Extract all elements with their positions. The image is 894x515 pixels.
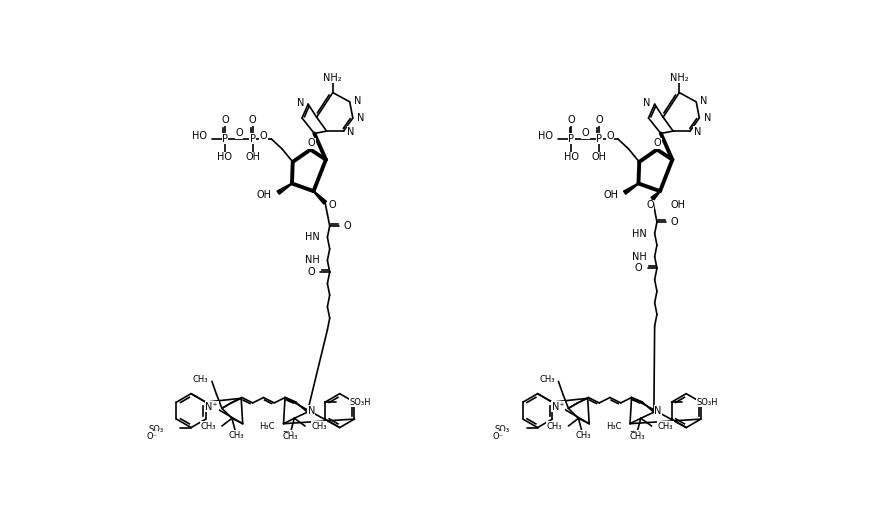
Text: NH₂: NH₂: [670, 73, 687, 83]
Text: N: N: [357, 113, 365, 123]
Text: O: O: [329, 200, 336, 210]
Text: CH₃: CH₃: [192, 375, 207, 384]
Polygon shape: [650, 191, 660, 200]
Text: N: N: [347, 127, 354, 137]
Text: N: N: [353, 96, 360, 106]
Text: CH₃: CH₃: [657, 421, 672, 431]
Polygon shape: [313, 191, 326, 204]
Text: O: O: [595, 115, 603, 125]
Text: CH₃: CH₃: [311, 421, 326, 431]
Text: SO₃H: SO₃H: [696, 398, 717, 407]
Text: CH₃: CH₃: [283, 432, 298, 441]
Text: H₃C: H₃C: [259, 422, 274, 431]
Text: O: O: [634, 263, 642, 273]
Text: O: O: [249, 115, 257, 125]
Text: CH₃: CH₃: [546, 421, 561, 431]
Text: O: O: [308, 267, 315, 277]
Text: CH₃: CH₃: [575, 431, 590, 440]
Text: P: P: [249, 134, 256, 144]
Text: H₃C: H₃C: [605, 422, 620, 431]
Text: OH: OH: [670, 200, 684, 210]
Text: CH₃: CH₃: [628, 432, 644, 441]
Text: O⁻: O⁻: [493, 432, 503, 440]
Text: HO: HO: [191, 131, 207, 142]
Text: O: O: [567, 115, 575, 125]
Text: CH₃: CH₃: [538, 375, 554, 384]
Text: NH: NH: [631, 252, 646, 262]
Text: N: N: [693, 127, 701, 137]
Text: SO₃: SO₃: [494, 425, 510, 434]
Text: NH₂: NH₂: [323, 73, 342, 83]
Text: N: N: [654, 406, 661, 416]
Text: O: O: [654, 139, 661, 148]
Text: O: O: [235, 128, 242, 139]
Text: O: O: [259, 131, 267, 142]
Text: N⁺: N⁺: [206, 402, 218, 412]
Text: P: P: [595, 134, 602, 144]
Text: O: O: [343, 221, 350, 231]
Text: O: O: [645, 200, 654, 210]
Text: P: P: [568, 134, 574, 144]
Text: CH₃: CH₃: [229, 431, 244, 440]
Text: HO: HO: [563, 152, 578, 162]
Text: O: O: [605, 131, 613, 142]
Text: HO: HO: [537, 131, 552, 142]
Text: O: O: [670, 217, 678, 227]
Text: CH₃: CH₃: [628, 431, 643, 440]
Text: OH: OH: [603, 190, 618, 200]
Text: N⁺: N⁺: [552, 402, 564, 412]
Text: CH₃: CH₃: [282, 431, 297, 440]
Text: O: O: [221, 115, 229, 125]
Text: O: O: [307, 139, 315, 148]
Text: OH: OH: [257, 190, 272, 200]
Text: OH: OH: [591, 152, 606, 162]
Text: SO₃H: SO₃H: [350, 398, 371, 407]
Text: OH: OH: [245, 152, 260, 162]
Text: SO₃: SO₃: [148, 425, 164, 434]
Text: P: P: [222, 134, 228, 144]
Text: O⁻: O⁻: [146, 432, 157, 440]
Text: N: N: [704, 113, 711, 123]
Text: N: N: [308, 406, 315, 416]
Text: HN: HN: [631, 229, 646, 238]
Text: N: N: [643, 98, 650, 108]
Polygon shape: [277, 183, 291, 194]
Text: CH₃: CH₃: [200, 421, 215, 431]
Text: O: O: [581, 128, 588, 139]
Text: N: N: [699, 96, 706, 106]
Text: HN: HN: [305, 232, 319, 243]
Text: HO: HO: [217, 152, 232, 162]
Text: N: N: [297, 98, 304, 108]
Text: NH: NH: [305, 255, 319, 265]
Polygon shape: [623, 183, 638, 194]
